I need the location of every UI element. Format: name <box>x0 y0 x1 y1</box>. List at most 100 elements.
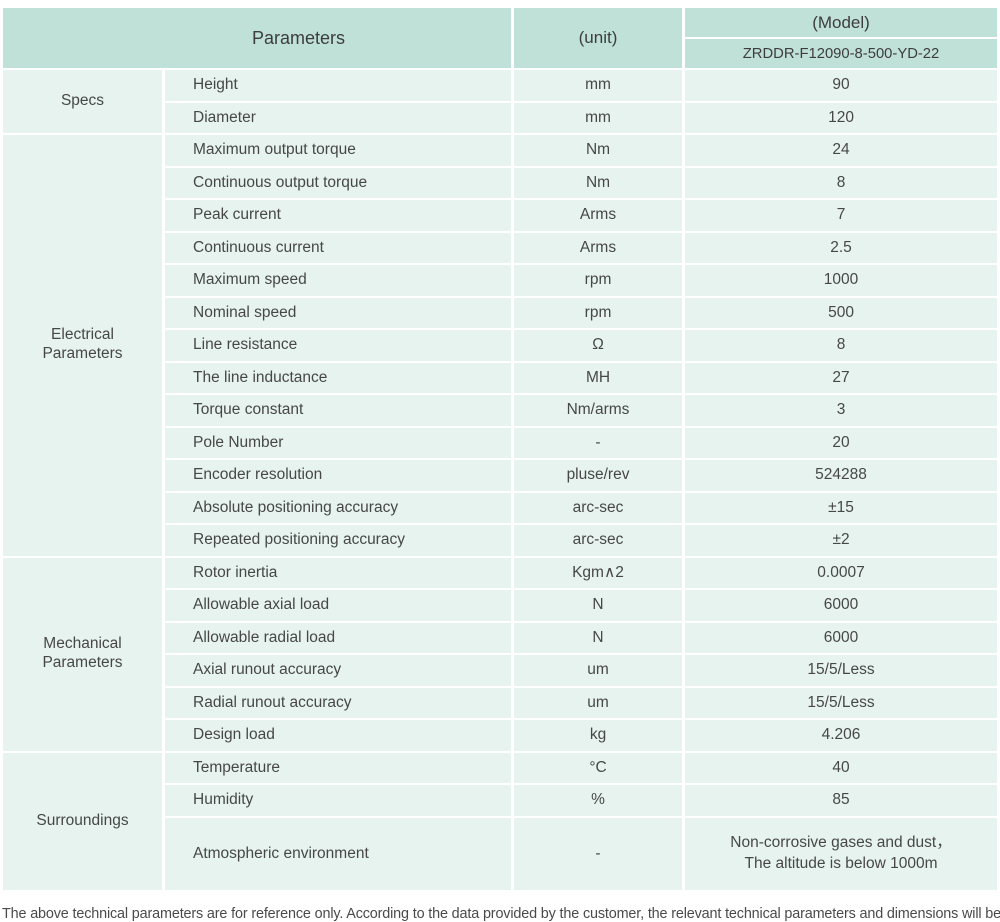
table-row: The line inductance MH 27 <box>3 362 998 393</box>
param-unit: Nm/arms <box>514 395 683 426</box>
param-unit: rpm <box>514 297 683 328</box>
model-header: (Model) <box>685 8 998 37</box>
param-value: 15/5/Less <box>685 687 998 718</box>
table-row: Mechanical Parameters Rotor inertia Kgm∧2 0… <box>3 557 998 751</box>
param-name: Radial runout accuracy <box>165 687 512 718</box>
param-value: 1000 <box>685 265 998 296</box>
param-unit: um <box>514 655 683 686</box>
table-row: Encoder resolution pluse/rev 524288 <box>3 460 998 491</box>
param-unit: % <box>514 785 683 816</box>
param-value: 15/5/Less <box>685 655 998 686</box>
param-unit: N <box>514 590 683 621</box>
table-row: Diameter mm 120 <box>3 102 998 133</box>
param-name: Absolute positioning accuracy <box>165 492 512 523</box>
table-row: Repeated positioning accuracy arc-sec ±2 <box>3 525 998 556</box>
table-body: Specs Height mm 90 Diameter mm 120 Electrical P… <box>3 70 998 890</box>
param-unit: rpm <box>514 265 683 296</box>
section-label: Mechanical Parameters <box>3 557 162 751</box>
param-unit: - <box>514 427 683 458</box>
param-unit: arc-sec <box>514 525 683 556</box>
table-row: Absolute positioning accuracy arc-sec ±15 <box>3 492 998 523</box>
param-unit: °C <box>514 752 683 783</box>
param-name: Axial runout accuracy <box>165 655 512 686</box>
param-unit: Ω <box>514 330 683 361</box>
param-name: Continuous output torque <box>165 167 512 198</box>
param-value: 500 <box>685 297 998 328</box>
table-row: Electrical Parameters Maximum output torq… <box>3 135 998 556</box>
param-value: ±15 <box>685 492 998 523</box>
param-unit: um <box>514 687 683 718</box>
param-unit: Kgm∧2 <box>514 557 683 588</box>
table-row: Allowable axial load N 6000 <box>3 590 998 621</box>
table-row: Continuous output torque Nm 8 <box>3 167 998 198</box>
param-name: Maximum output torque <box>165 135 512 166</box>
param-name: Maximum speed <box>165 265 512 296</box>
param-value: 6000 <box>685 590 998 621</box>
param-name: Rotor inertia <box>165 557 512 588</box>
param-unit: Nm <box>514 135 683 166</box>
table-row: Humidity% 85 <box>3 785 998 816</box>
header-row-2: ZRDDR-F12090-8-500-YD-22 <box>3 39 998 68</box>
param-unit: mm <box>514 102 683 133</box>
param-name: Nominal speed <box>165 297 512 328</box>
param-name: Diameter <box>165 102 512 133</box>
param-value: 4.206 <box>685 720 998 751</box>
param-value: 120 <box>685 102 998 133</box>
table-row: Line resistance Ω 8 <box>3 330 998 361</box>
table-header: Parameters (unit) (Model) ZRDDR-F12090-8… <box>3 8 998 68</box>
param-unit: Nm <box>514 167 683 198</box>
param-value: 20 <box>685 427 998 458</box>
param-unit: N <box>514 622 683 653</box>
table-row: Radial runout accuracy um 15/5/Less <box>3 687 998 718</box>
param-value: 8 <box>685 330 998 361</box>
table-row: Surroundings Temperature °C 40 <box>3 752 998 890</box>
param-unit: Arms <box>514 232 683 263</box>
param-unit: Arms <box>514 200 683 231</box>
param-name: Atmospheric environment <box>165 817 512 890</box>
param-unit: mm <box>514 70 683 101</box>
table-row: Allowable radial load N 6000 <box>3 622 998 653</box>
param-value: 40 <box>685 752 998 783</box>
param-value: 85 <box>685 785 998 816</box>
table-row: Nominal speed rpm 500 <box>3 297 998 328</box>
param-value: 0.0007 <box>685 557 998 588</box>
parameters-header: Parameters <box>3 8 512 68</box>
param-unit: MH <box>514 362 683 393</box>
param-name: The line inductance <box>165 362 512 393</box>
section-label: Specs <box>3 70 162 133</box>
table-row: Torque constant Nm/arms 3 <box>3 395 998 426</box>
param-unit: kg <box>514 720 683 751</box>
param-name: Continuous current <box>165 232 512 263</box>
param-value: 7 <box>685 200 998 231</box>
section-label: Surroundings <box>3 752 162 890</box>
table-row: Pole Number -20 <box>3 427 998 458</box>
param-value: 2.5 <box>685 232 998 263</box>
param-name: Encoder resolution <box>165 460 512 491</box>
spec-table: Parameters (unit) (Model) ZRDDR-F12090-8… <box>0 6 1000 892</box>
param-name: Humidity <box>165 785 512 816</box>
param-value: 524288 <box>685 460 998 491</box>
param-value: 6000 <box>685 622 998 653</box>
param-name: Temperature <box>165 752 512 783</box>
param-unit: - <box>514 817 683 890</box>
param-name: Allowable axial load <box>165 590 512 621</box>
model-number: ZRDDR-F12090-8-500-YD-22 <box>685 39 998 68</box>
param-value: ±2 <box>685 525 998 556</box>
section-label: Electrical Parameters <box>3 135 162 556</box>
param-name: Torque constant <box>165 395 512 426</box>
param-name: Design load <box>165 720 512 751</box>
param-name: Allowable radial load <box>165 622 512 653</box>
param-value: 90 <box>685 70 998 101</box>
table-row: Peak current Arms 7 <box>3 200 998 231</box>
param-name: Height <box>165 70 512 101</box>
table-row: Atmospheric environment - Non-corrosive ga… <box>3 817 998 890</box>
table-row: Specs Height mm 90 <box>3 70 998 133</box>
param-unit: pluse/rev <box>514 460 683 491</box>
param-unit: arc-sec <box>514 492 683 523</box>
footer-note: The above technical parameters are for r… <box>2 905 1000 922</box>
unit-header: (unit) <box>514 8 683 68</box>
param-value: 8 <box>685 167 998 198</box>
param-name: Line resistance <box>165 330 512 361</box>
param-value: 24 <box>685 135 998 166</box>
